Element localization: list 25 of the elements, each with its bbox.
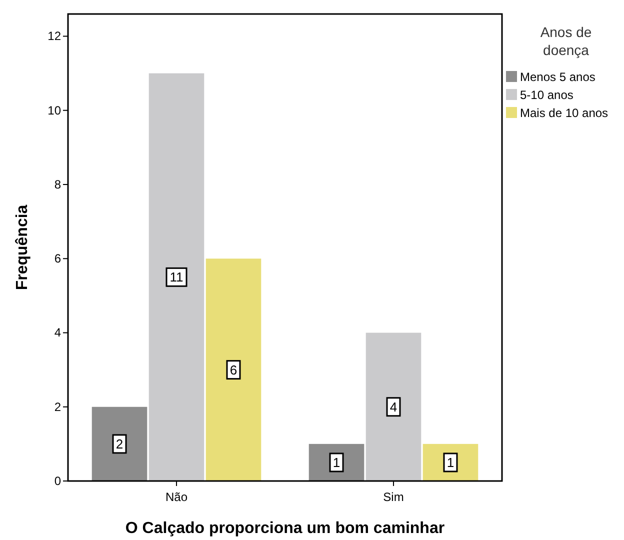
- legend-label: 5-10 anos: [520, 88, 574, 102]
- data-label: 4: [390, 399, 398, 414]
- y-tick-label: 8: [54, 177, 62, 192]
- y-tick-label: 2: [54, 400, 62, 414]
- bar: [92, 406, 148, 481]
- data-label: 11: [170, 270, 184, 285]
- legend-title: Anos de doença: [540, 24, 592, 58]
- data-label: 6: [230, 362, 238, 378]
- y-tick-label: 4: [54, 326, 62, 340]
- legend-label: Mais de 10 anos: [520, 106, 608, 120]
- y-tick-label: 0: [54, 474, 62, 488]
- x-tick-label: Sim: [383, 490, 404, 504]
- y-tick-label: 10: [48, 103, 62, 118]
- y-axis-title: Frequência: [14, 204, 31, 290]
- data-label: 1: [446, 454, 454, 470]
- y-tick-label: 12: [48, 29, 62, 44]
- bar: [148, 73, 204, 481]
- y-tick-label: 6: [54, 252, 62, 266]
- data-label: 2: [116, 436, 124, 452]
- data-label: 1: [332, 454, 340, 470]
- x-tick-label: Não: [165, 490, 188, 504]
- x-axis-title: O Calçado proporciona um bom caminhar: [125, 520, 445, 537]
- bar: [206, 258, 262, 481]
- legend-label: Menos 5 anos: [520, 70, 596, 84]
- bar: [366, 332, 422, 481]
